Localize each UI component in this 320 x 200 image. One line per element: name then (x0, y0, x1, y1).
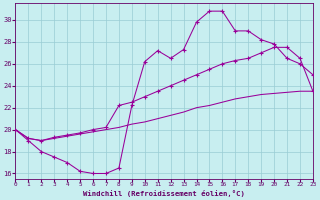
X-axis label: Windchill (Refroidissement éolien,°C): Windchill (Refroidissement éolien,°C) (83, 190, 245, 197)
